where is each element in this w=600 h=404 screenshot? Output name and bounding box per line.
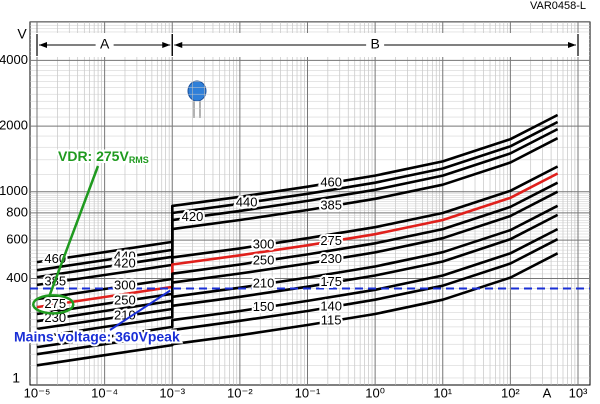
figure-id: VAR0458-L — [530, 0, 586, 12]
y-tick-label: 4000 — [0, 52, 28, 67]
series-line — [36, 137, 559, 287]
y-tick-label: 2000 — [0, 118, 28, 133]
series-label: 175 — [320, 274, 342, 289]
y-break-label: 1 — [12, 370, 20, 386]
vdr-pointer — [48, 165, 100, 297]
curves — [36, 113, 559, 367]
mains-pointer — [109, 289, 171, 331]
region-label: A — [100, 36, 110, 52]
series-label: 275 — [44, 296, 66, 311]
series-label: 250 — [253, 252, 275, 267]
region-label-bg — [366, 37, 385, 53]
series-line — [36, 165, 559, 301]
series-line — [36, 204, 559, 331]
series-line — [36, 172, 559, 309]
series-label: 440 — [236, 194, 258, 209]
series-label: 460 — [320, 174, 342, 189]
x-tick-label: 10⁻³ — [159, 385, 185, 400]
x-tick-label: 10⁰ — [365, 385, 385, 400]
series-label: 420 — [114, 255, 136, 270]
series-label: 420 — [182, 209, 204, 224]
mains-label: Mains voltage: 360Vpeak — [14, 329, 180, 345]
series-label: 115 — [321, 313, 342, 328]
x-tick-label: 10⁻⁴ — [91, 385, 118, 400]
series-label: 275 — [320, 233, 342, 248]
vdr-label-main: VDR: 275V — [58, 148, 129, 164]
series-line — [36, 213, 559, 339]
series-label: 250 — [114, 292, 136, 307]
y-tick-label: 800 — [6, 204, 28, 219]
region-label: B — [370, 36, 379, 52]
vdr-label: VDR: 275VRMS — [58, 148, 149, 166]
x-tick-label: 10⁻⁵ — [24, 385, 51, 400]
series-label: 150 — [253, 299, 275, 314]
series-label: 300 — [253, 236, 275, 251]
series-label: 385 — [320, 197, 342, 212]
series-line — [36, 127, 559, 279]
x-tick-label: 10² — [501, 385, 520, 400]
x-tick-label: 10³ — [569, 385, 588, 400]
series-line — [36, 113, 559, 264]
x-tick-label: 10¹ — [433, 385, 452, 400]
series-line — [36, 120, 559, 272]
y-tick-label: 600 — [6, 232, 28, 247]
vdr-label-sub: RMS — [129, 155, 149, 165]
series-line — [36, 238, 559, 356]
y-tick-label: 1000 — [0, 183, 28, 198]
series-label: 210 — [114, 307, 136, 322]
vdr-ellipse — [32, 294, 75, 315]
x-tick-label: 10⁻¹ — [295, 385, 321, 400]
series-label: 440 — [114, 248, 136, 263]
x-unit: A — [543, 385, 552, 400]
series-line — [36, 227, 559, 349]
region-label-bg — [95, 37, 114, 53]
y-tick-label: 400 — [6, 270, 28, 285]
y-unit: V — [17, 26, 27, 42]
series-label: 230 — [320, 251, 342, 266]
x-tick-label: 10⁻² — [227, 385, 253, 400]
series-label: 300 — [114, 277, 136, 292]
series-label: 140 — [320, 298, 342, 313]
series-line — [36, 181, 559, 316]
series-line — [36, 190, 559, 323]
series-label: 210 — [253, 276, 275, 291]
